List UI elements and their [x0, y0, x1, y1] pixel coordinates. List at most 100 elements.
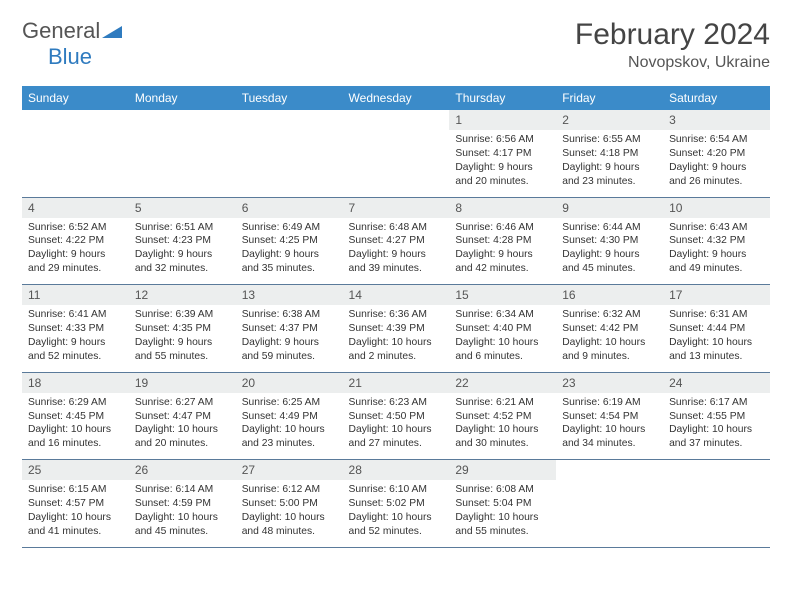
day-number: 4: [22, 198, 129, 218]
calendar-day-cell: 8Sunrise: 6:46 AMSunset: 4:28 PMDaylight…: [449, 197, 556, 285]
day-details: Sunrise: 6:36 AMSunset: 4:39 PMDaylight:…: [343, 305, 450, 372]
day-number: 13: [236, 285, 343, 305]
calendar-day-cell: 19Sunrise: 6:27 AMSunset: 4:47 PMDayligh…: [129, 372, 236, 460]
day-number: 24: [663, 373, 770, 393]
brand-text-2: Blue: [48, 44, 92, 69]
day-details: Sunrise: 6:10 AMSunset: 5:02 PMDaylight:…: [343, 480, 450, 547]
calendar-day-cell: 25Sunrise: 6:15 AMSunset: 4:57 PMDayligh…: [22, 460, 129, 548]
calendar-day-cell: 29Sunrise: 6:08 AMSunset: 5:04 PMDayligh…: [449, 460, 556, 548]
day-details: Sunrise: 6:15 AMSunset: 4:57 PMDaylight:…: [22, 480, 129, 547]
day-number: 1: [449, 110, 556, 130]
weekday-sunday: Sunday: [22, 86, 129, 110]
day-number: 10: [663, 198, 770, 218]
calendar-day-cell: 15Sunrise: 6:34 AMSunset: 4:40 PMDayligh…: [449, 285, 556, 373]
day-details: Sunrise: 6:56 AMSunset: 4:17 PMDaylight:…: [449, 130, 556, 197]
title-location: Novopskov, Ukraine: [575, 54, 770, 72]
weekday-saturday: Saturday: [663, 86, 770, 110]
day-details: Sunrise: 6:43 AMSunset: 4:32 PMDaylight:…: [663, 218, 770, 285]
day-number: 15: [449, 285, 556, 305]
day-number: 14: [343, 285, 450, 305]
calendar-table: SundayMondayTuesdayWednesdayThursdayFrid…: [22, 86, 770, 548]
day-details: Sunrise: 6:44 AMSunset: 4:30 PMDaylight:…: [556, 218, 663, 285]
day-details: Sunrise: 6:51 AMSunset: 4:23 PMDaylight:…: [129, 218, 236, 285]
day-details: Sunrise: 6:41 AMSunset: 4:33 PMDaylight:…: [22, 305, 129, 372]
day-number: 16: [556, 285, 663, 305]
calendar-day-cell: 3Sunrise: 6:54 AMSunset: 4:20 PMDaylight…: [663, 110, 770, 197]
day-number: 22: [449, 373, 556, 393]
day-details: Sunrise: 6:38 AMSunset: 4:37 PMDaylight:…: [236, 305, 343, 372]
calendar-day-cell: 23Sunrise: 6:19 AMSunset: 4:54 PMDayligh…: [556, 372, 663, 460]
calendar-day-cell: 27Sunrise: 6:12 AMSunset: 5:00 PMDayligh…: [236, 460, 343, 548]
calendar-day-cell: 6Sunrise: 6:49 AMSunset: 4:25 PMDaylight…: [236, 197, 343, 285]
calendar-week-row: 25Sunrise: 6:15 AMSunset: 4:57 PMDayligh…: [22, 460, 770, 548]
calendar-day-cell: [343, 110, 450, 197]
day-number: 25: [22, 460, 129, 480]
calendar-day-cell: 11Sunrise: 6:41 AMSunset: 4:33 PMDayligh…: [22, 285, 129, 373]
day-number: 29: [449, 460, 556, 480]
day-number: 6: [236, 198, 343, 218]
calendar-body: 1Sunrise: 6:56 AMSunset: 4:17 PMDaylight…: [22, 110, 770, 547]
weekday-friday: Friday: [556, 86, 663, 110]
calendar-day-cell: 28Sunrise: 6:10 AMSunset: 5:02 PMDayligh…: [343, 460, 450, 548]
calendar-week-row: 11Sunrise: 6:41 AMSunset: 4:33 PMDayligh…: [22, 285, 770, 373]
day-number: 2: [556, 110, 663, 130]
calendar-day-cell: 21Sunrise: 6:23 AMSunset: 4:50 PMDayligh…: [343, 372, 450, 460]
weekday-monday: Monday: [129, 86, 236, 110]
day-details: Sunrise: 6:46 AMSunset: 4:28 PMDaylight:…: [449, 218, 556, 285]
day-number: 19: [129, 373, 236, 393]
day-details: Sunrise: 6:19 AMSunset: 4:54 PMDaylight:…: [556, 393, 663, 460]
calendar-day-cell: 26Sunrise: 6:14 AMSunset: 4:59 PMDayligh…: [129, 460, 236, 548]
day-number: 5: [129, 198, 236, 218]
calendar-day-cell: 16Sunrise: 6:32 AMSunset: 4:42 PMDayligh…: [556, 285, 663, 373]
calendar-day-cell: [236, 110, 343, 197]
day-details: Sunrise: 6:12 AMSunset: 5:00 PMDaylight:…: [236, 480, 343, 547]
calendar-day-cell: 5Sunrise: 6:51 AMSunset: 4:23 PMDaylight…: [129, 197, 236, 285]
logo-triangle-icon: [102, 18, 122, 44]
day-details: Sunrise: 6:14 AMSunset: 4:59 PMDaylight:…: [129, 480, 236, 547]
day-number: 26: [129, 460, 236, 480]
day-number: 20: [236, 373, 343, 393]
calendar-day-cell: 4Sunrise: 6:52 AMSunset: 4:22 PMDaylight…: [22, 197, 129, 285]
day-details: Sunrise: 6:31 AMSunset: 4:44 PMDaylight:…: [663, 305, 770, 372]
day-number: 17: [663, 285, 770, 305]
day-details: Sunrise: 6:32 AMSunset: 4:42 PMDaylight:…: [556, 305, 663, 372]
day-details: Sunrise: 6:54 AMSunset: 4:20 PMDaylight:…: [663, 130, 770, 197]
weekday-thursday: Thursday: [449, 86, 556, 110]
calendar-day-cell: 24Sunrise: 6:17 AMSunset: 4:55 PMDayligh…: [663, 372, 770, 460]
brand-text: General Blue: [22, 18, 122, 70]
day-details: Sunrise: 6:23 AMSunset: 4:50 PMDaylight:…: [343, 393, 450, 460]
calendar-day-cell: [129, 110, 236, 197]
title-block: February 2024 Novopskov, Ukraine: [575, 18, 770, 72]
calendar-day-cell: 18Sunrise: 6:29 AMSunset: 4:45 PMDayligh…: [22, 372, 129, 460]
day-details: Sunrise: 6:52 AMSunset: 4:22 PMDaylight:…: [22, 218, 129, 285]
calendar-day-cell: [663, 460, 770, 548]
day-details: Sunrise: 6:25 AMSunset: 4:49 PMDaylight:…: [236, 393, 343, 460]
calendar-week-row: 18Sunrise: 6:29 AMSunset: 4:45 PMDayligh…: [22, 372, 770, 460]
day-details: Sunrise: 6:55 AMSunset: 4:18 PMDaylight:…: [556, 130, 663, 197]
calendar-day-cell: 17Sunrise: 6:31 AMSunset: 4:44 PMDayligh…: [663, 285, 770, 373]
calendar-day-cell: 14Sunrise: 6:36 AMSunset: 4:39 PMDayligh…: [343, 285, 450, 373]
calendar-day-cell: 9Sunrise: 6:44 AMSunset: 4:30 PMDaylight…: [556, 197, 663, 285]
brand-logo: General Blue: [22, 18, 122, 70]
calendar-day-cell: 2Sunrise: 6:55 AMSunset: 4:18 PMDaylight…: [556, 110, 663, 197]
day-number: 27: [236, 460, 343, 480]
calendar-week-row: 1Sunrise: 6:56 AMSunset: 4:17 PMDaylight…: [22, 110, 770, 197]
calendar-day-cell: 12Sunrise: 6:39 AMSunset: 4:35 PMDayligh…: [129, 285, 236, 373]
title-month: February 2024: [575, 18, 770, 52]
day-details: Sunrise: 6:21 AMSunset: 4:52 PMDaylight:…: [449, 393, 556, 460]
brand-text-1: General: [22, 18, 100, 43]
calendar-day-cell: 7Sunrise: 6:48 AMSunset: 4:27 PMDaylight…: [343, 197, 450, 285]
day-number: 3: [663, 110, 770, 130]
day-number: 23: [556, 373, 663, 393]
calendar-day-cell: 10Sunrise: 6:43 AMSunset: 4:32 PMDayligh…: [663, 197, 770, 285]
page-header: General Blue February 2024 Novopskov, Uk…: [22, 18, 770, 72]
calendar-weekday-header: SundayMondayTuesdayWednesdayThursdayFrid…: [22, 86, 770, 110]
day-number: 28: [343, 460, 450, 480]
calendar-day-cell: 20Sunrise: 6:25 AMSunset: 4:49 PMDayligh…: [236, 372, 343, 460]
calendar-day-cell: 22Sunrise: 6:21 AMSunset: 4:52 PMDayligh…: [449, 372, 556, 460]
day-number: 7: [343, 198, 450, 218]
day-details: Sunrise: 6:17 AMSunset: 4:55 PMDaylight:…: [663, 393, 770, 460]
day-number: 18: [22, 373, 129, 393]
day-details: Sunrise: 6:48 AMSunset: 4:27 PMDaylight:…: [343, 218, 450, 285]
day-details: Sunrise: 6:39 AMSunset: 4:35 PMDaylight:…: [129, 305, 236, 372]
